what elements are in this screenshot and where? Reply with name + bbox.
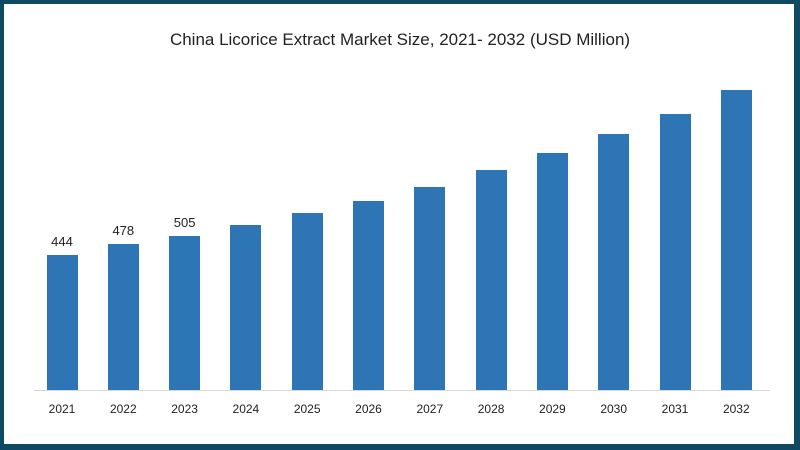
- x-axis-line: [34, 390, 770, 391]
- x-tick-label: 2024: [232, 402, 260, 416]
- bar-2032: [720, 90, 752, 390]
- x-tick-label: 2027: [416, 402, 444, 416]
- x-tick-label: 2026: [355, 402, 382, 416]
- x-tick-label: 2030: [600, 402, 628, 416]
- bar-2023: [169, 236, 201, 390]
- bar-2027: [414, 186, 446, 390]
- bar-2028: [475, 170, 507, 390]
- data-label: 444: [51, 233, 73, 249]
- bar-2021: [46, 254, 78, 390]
- data-label: 478: [112, 223, 135, 239]
- x-tick-label: 2028: [477, 402, 505, 416]
- x-tick-label: 2025: [293, 402, 321, 416]
- bar-2026: [353, 200, 384, 390]
- x-tick-label: 2021: [48, 402, 76, 416]
- x-tick-label: 2023: [171, 402, 198, 416]
- x-tick-label: 2031: [661, 402, 689, 416]
- bar-2024: [230, 225, 262, 390]
- bar-2025: [291, 213, 323, 390]
- chart-title: China Licorice Extract Market Size, 2021…: [169, 30, 631, 49]
- x-tick-label: 2029: [539, 402, 566, 416]
- data-label: 505: [173, 215, 196, 231]
- x-tick-label: 2022: [109, 402, 137, 416]
- bar-2022: [107, 244, 139, 390]
- bar-2029: [536, 153, 568, 390]
- bar-2030: [598, 133, 630, 390]
- bar-2031: [659, 114, 691, 390]
- x-tick-label: 2032: [722, 402, 750, 416]
